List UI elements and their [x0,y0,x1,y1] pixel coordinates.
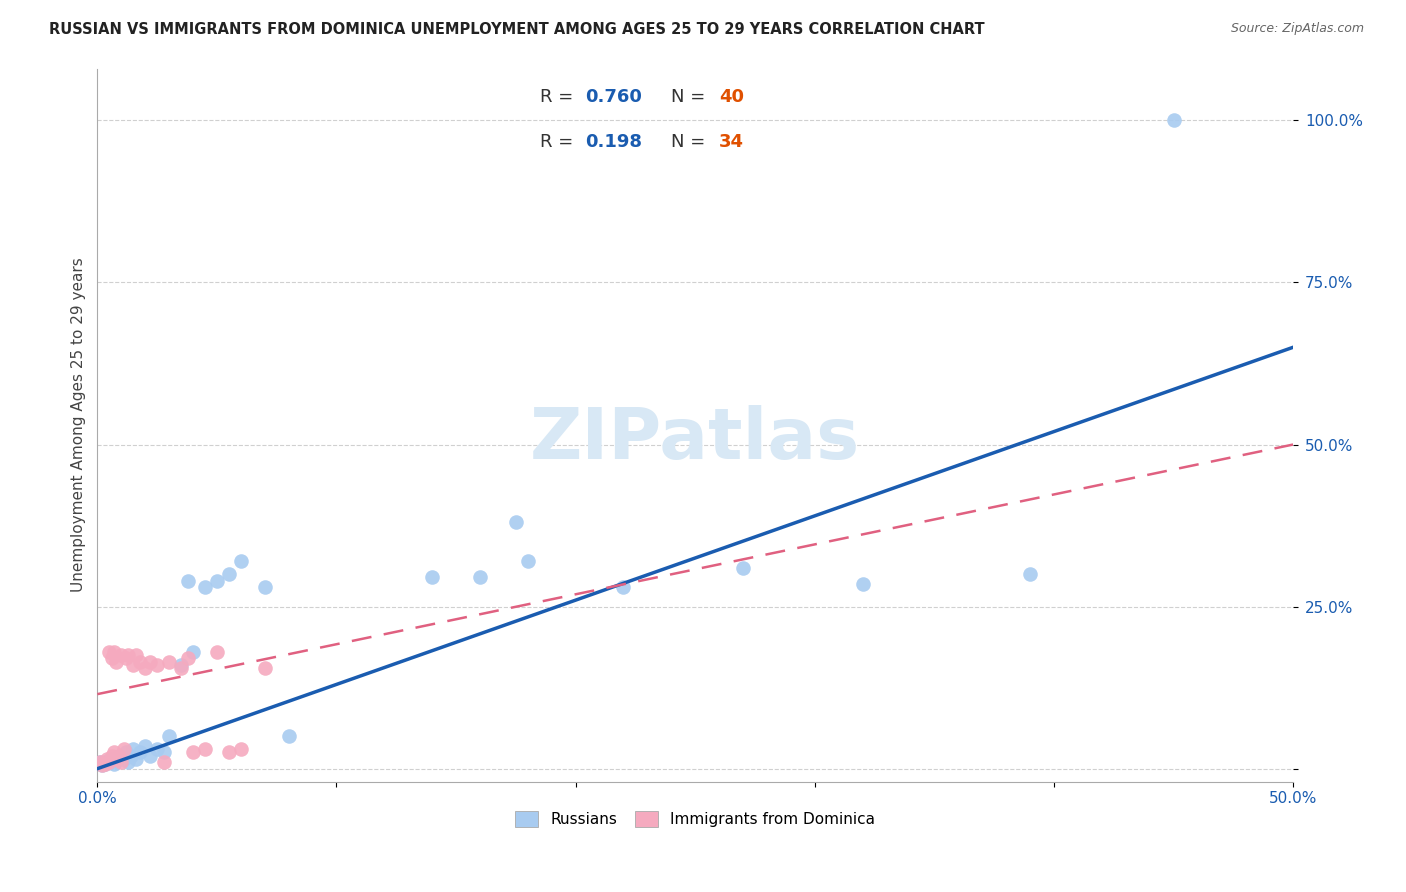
Point [229,742,252,756]
Point [157,729,180,743]
Point [93,756,115,771]
Point [110,750,132,764]
Point [122,657,145,672]
Point [218,746,240,760]
Point [153,755,176,769]
Point [115,651,138,665]
Text: N =: N = [671,87,709,106]
Point [468,570,491,584]
Y-axis label: Unemployment Among Ages 25 to 29 years: Unemployment Among Ages 25 to 29 years [72,258,86,592]
Point [177,574,200,588]
Point [96,754,118,768]
Point [105,655,128,669]
Point [103,756,125,771]
Point [129,655,152,669]
Point [91,758,114,772]
Text: Source: ZipAtlas.com: Source: ZipAtlas.com [1230,22,1364,36]
Point [110,648,132,663]
Point [194,580,217,594]
Point [139,748,162,763]
Point [1163,113,1185,128]
Point [98,645,121,659]
Point [98,755,121,769]
Point [112,742,135,756]
Point [177,651,200,665]
Point [105,754,128,768]
Point [157,655,180,669]
Point [170,657,193,672]
Point [105,752,128,766]
Point [93,756,115,771]
Point [181,645,204,659]
Point [122,742,145,756]
Legend: Russians, Immigrants from Dominica: Russians, Immigrants from Dominica [508,804,883,835]
Point [91,758,114,772]
Point [117,648,139,663]
Text: N =: N = [671,133,709,151]
Point [103,645,125,659]
Text: 40: 40 [718,87,744,106]
Point [146,657,169,672]
Point [253,661,276,675]
Point [115,746,138,760]
Text: RUSSIAN VS IMMIGRANTS FROM DOMINICA UNEMPLOYMENT AMONG AGES 25 TO 29 YEARS CORRE: RUSSIAN VS IMMIGRANTS FROM DOMINICA UNEM… [49,22,984,37]
Point [516,554,538,568]
Point [98,755,121,769]
Point [852,577,875,591]
Point [96,752,118,766]
Point [100,651,122,665]
Point [124,648,146,663]
Point [612,580,634,594]
Point [134,661,156,675]
Point [181,746,204,760]
Point [89,755,111,769]
Point [117,755,139,769]
Text: R =: R = [540,133,576,151]
Point [731,560,754,574]
Point [108,748,131,763]
Point [420,570,443,584]
Point [153,746,176,760]
Point [194,742,217,756]
Point [205,574,228,588]
Point [146,742,169,756]
Point [124,752,146,766]
Point [110,755,132,769]
Point [100,748,122,763]
Point [218,567,240,582]
Point [139,655,162,669]
Point [120,748,142,763]
Point [229,554,252,568]
Point [505,516,527,530]
Point [205,645,228,659]
Point [129,746,152,760]
Text: ZIPatlas: ZIPatlas [530,405,860,474]
Point [112,752,135,766]
Point [170,661,193,675]
Point [108,748,131,763]
Text: R =: R = [540,87,576,106]
Text: 0.760: 0.760 [585,87,643,106]
Point [277,729,299,743]
Point [1019,567,1042,582]
Point [89,755,111,769]
Point [100,752,122,766]
Point [134,739,156,753]
Point [103,746,125,760]
Text: 0.198: 0.198 [585,133,643,151]
Text: 34: 34 [718,133,744,151]
Point [253,580,276,594]
